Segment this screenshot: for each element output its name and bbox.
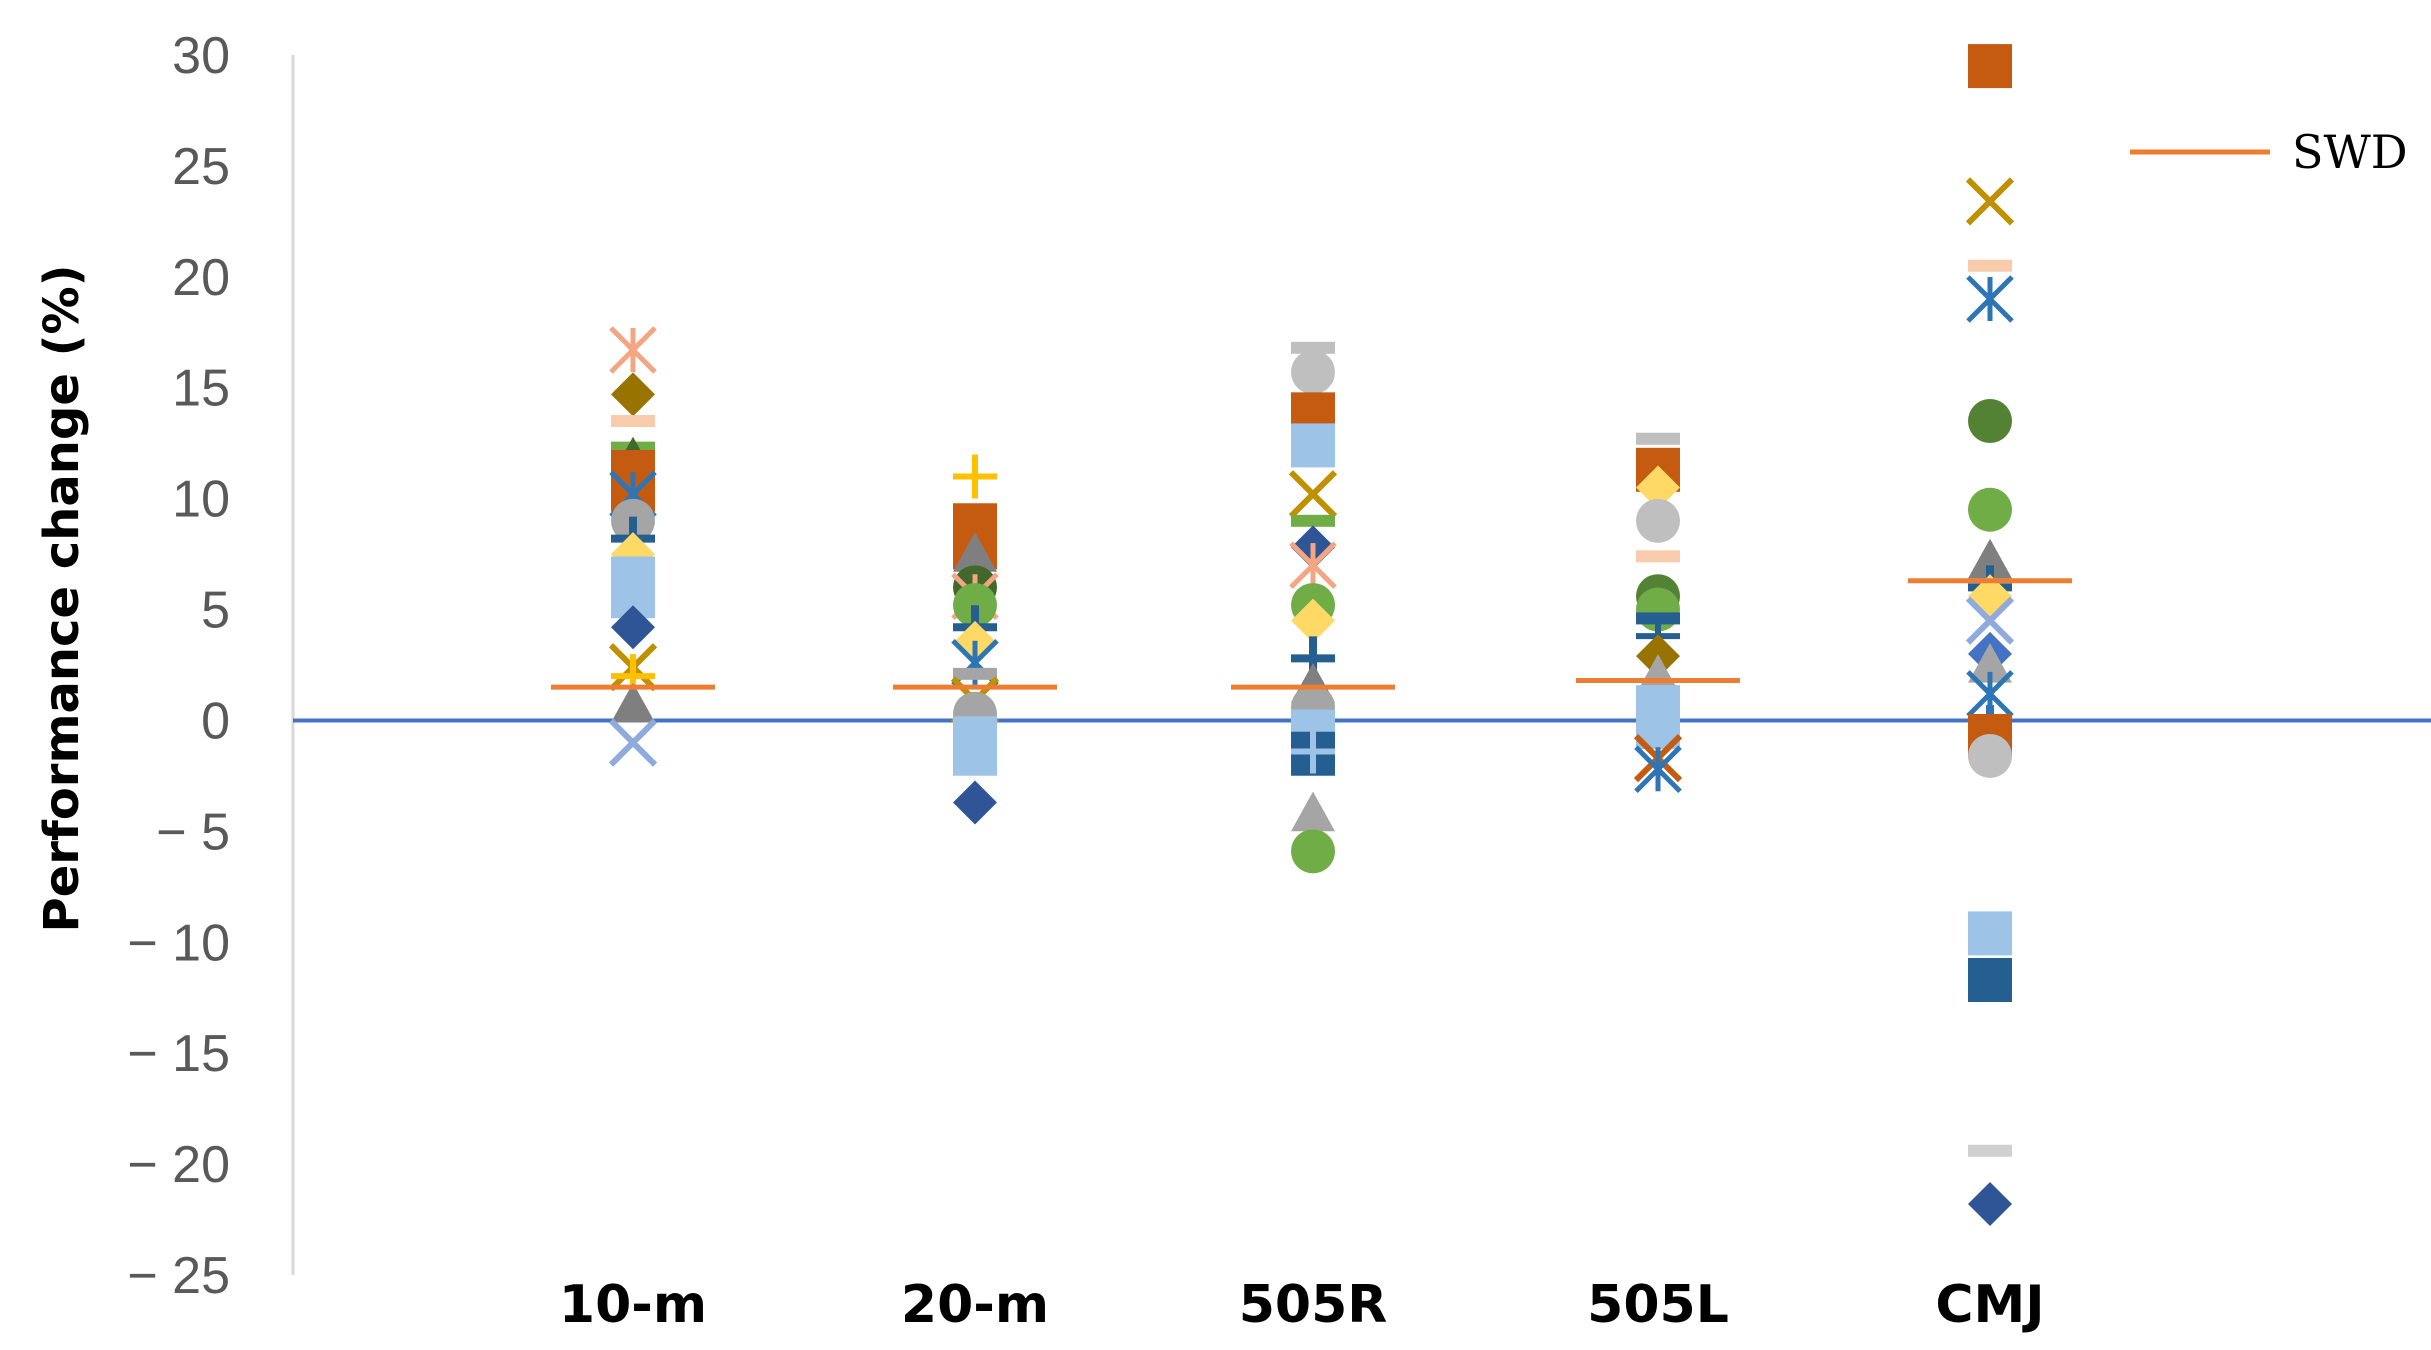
legend-swd-label: SWD bbox=[2292, 125, 2408, 179]
x-tick-label: CMJ bbox=[1935, 1275, 2044, 1335]
y-tick-labels: 30 25 20 15 10 5 0 − 5 − 10 − 15 − 20 − 25 bbox=[127, 27, 230, 1305]
x-tick-label: 20-m bbox=[901, 1275, 1049, 1335]
y-tick-label: 0 bbox=[201, 692, 230, 750]
data-point bbox=[611, 682, 655, 723]
data-point bbox=[953, 780, 997, 825]
data-point bbox=[611, 372, 655, 417]
y-tick-label: 20 bbox=[172, 249, 230, 307]
data-point bbox=[953, 731, 997, 776]
data-point bbox=[1968, 1182, 2012, 1227]
data-point bbox=[1968, 538, 2012, 579]
data-point bbox=[1968, 643, 2012, 683]
data-point bbox=[1968, 733, 2012, 778]
data-point bbox=[608, 718, 658, 767]
data-point bbox=[1291, 514, 1335, 527]
data-point bbox=[1968, 399, 2012, 443]
data-point bbox=[1291, 791, 1335, 832]
data-point bbox=[1288, 470, 1338, 519]
data-points bbox=[608, 44, 2015, 1227]
y-tick-label: − 20 bbox=[127, 1136, 230, 1194]
y-tick-label: 25 bbox=[172, 138, 230, 196]
data-point bbox=[1291, 729, 1335, 774]
data-point bbox=[1291, 341, 1335, 354]
swd-lines bbox=[551, 578, 2072, 690]
x-tick-labels: 10-m 20-m 505R 505L CMJ bbox=[559, 1275, 2045, 1335]
data-point bbox=[611, 415, 655, 427]
x-tick-label: 505R bbox=[1239, 1275, 1388, 1335]
data-point bbox=[1968, 1144, 2012, 1157]
y-tick-label: 15 bbox=[172, 360, 230, 418]
data-point bbox=[1291, 350, 1335, 395]
data-point bbox=[1291, 598, 1335, 643]
data-point bbox=[1636, 432, 1680, 445]
y-axis-label: Performance change (%) bbox=[34, 264, 90, 932]
data-point bbox=[609, 326, 657, 374]
y-tick-label: 10 bbox=[172, 471, 230, 529]
y-tick-label: 5 bbox=[201, 582, 230, 640]
y-tick-label: − 25 bbox=[127, 1247, 230, 1305]
data-point bbox=[1636, 465, 1680, 510]
y-tick-label: − 5 bbox=[156, 803, 230, 861]
data-point bbox=[953, 532, 997, 572]
data-point bbox=[1289, 541, 1337, 589]
y-tick-label: − 15 bbox=[127, 1025, 230, 1083]
data-point bbox=[1968, 44, 2012, 89]
data-point bbox=[1636, 550, 1680, 563]
data-point bbox=[1968, 911, 2012, 956]
data-point bbox=[1965, 177, 2015, 226]
data-point bbox=[1291, 829, 1335, 874]
data-point bbox=[953, 583, 997, 628]
data-point bbox=[1636, 498, 1680, 543]
data-point bbox=[953, 454, 997, 499]
data-point bbox=[1966, 275, 2014, 323]
data-point bbox=[1968, 487, 2012, 532]
y-tick-label: 30 bbox=[172, 27, 230, 85]
data-point bbox=[1968, 957, 2012, 1002]
data-point bbox=[1636, 654, 1680, 694]
data-point bbox=[1291, 423, 1335, 468]
data-point bbox=[1968, 259, 2012, 272]
data-point bbox=[1634, 745, 1682, 794]
y-tick-label: − 10 bbox=[127, 914, 230, 972]
legend: SWD bbox=[2130, 125, 2408, 179]
data-point bbox=[953, 667, 997, 680]
x-tick-label: 505L bbox=[1587, 1275, 1729, 1335]
data-point bbox=[1965, 596, 2015, 645]
data-point bbox=[611, 605, 655, 650]
x-tick-label: 10-m bbox=[559, 1275, 707, 1335]
